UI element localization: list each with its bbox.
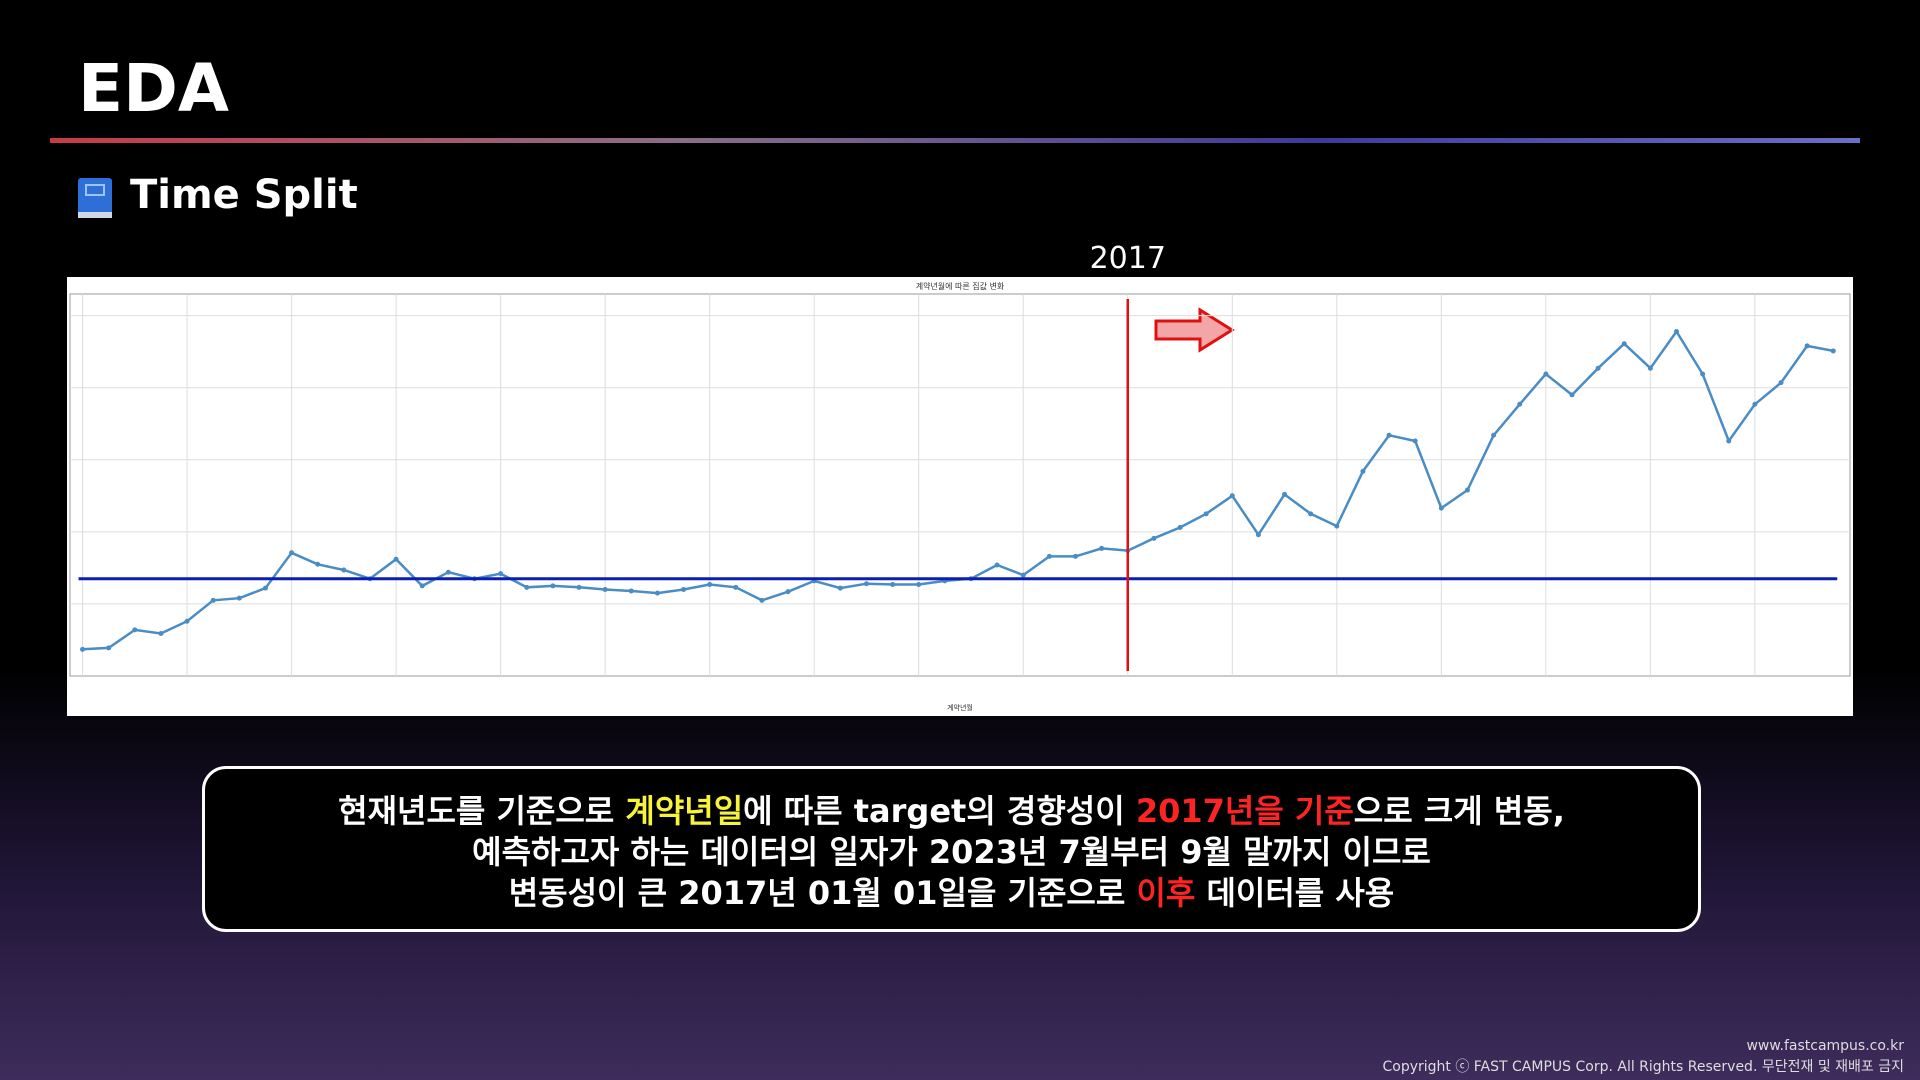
vline-label: 2017 bbox=[1090, 241, 1166, 276]
data-point bbox=[236, 595, 242, 601]
data-point bbox=[550, 583, 556, 589]
data-point bbox=[994, 562, 1000, 568]
data-point bbox=[393, 556, 399, 562]
data-point bbox=[1255, 532, 1261, 538]
data-point bbox=[132, 627, 138, 633]
data-point bbox=[916, 581, 922, 587]
data-point bbox=[863, 581, 869, 587]
note-line: 변동성이 큰 2017년 01월 01일을 기준으로 이후 데이터를 사용 bbox=[205, 873, 1698, 914]
data-point bbox=[1308, 511, 1314, 517]
data-point bbox=[1517, 401, 1523, 407]
data-point bbox=[1412, 438, 1418, 444]
note-box: 현재년도를 기준으로 계약년일에 따른 target의 경향성이 2017년을 … bbox=[202, 766, 1701, 932]
footer-copyright: Copyright ⓒ FAST CAMPUS Corp. All Rights… bbox=[1382, 1059, 1904, 1075]
data-point bbox=[602, 587, 608, 593]
data-point bbox=[1830, 348, 1836, 354]
data-point bbox=[707, 581, 713, 587]
slide-title: EDA bbox=[78, 50, 229, 127]
data-point bbox=[1778, 380, 1784, 386]
data-point bbox=[445, 569, 451, 575]
data-point bbox=[1386, 432, 1392, 438]
data-point bbox=[1046, 553, 1052, 559]
data-point bbox=[759, 597, 765, 603]
data-point bbox=[341, 567, 347, 573]
data-point bbox=[106, 645, 112, 651]
data-point bbox=[419, 583, 425, 589]
data-point bbox=[1543, 371, 1549, 377]
chart-background bbox=[67, 277, 1853, 716]
note-text: 에 따른 target의 경향성이 bbox=[743, 792, 1136, 830]
data-point bbox=[1726, 438, 1732, 444]
data-point bbox=[158, 630, 164, 636]
data-point bbox=[785, 589, 791, 595]
data-point bbox=[733, 584, 739, 590]
data-point bbox=[1804, 343, 1810, 349]
footer-url: www.fastcampus.co.kr bbox=[1746, 1038, 1904, 1054]
data-point bbox=[1752, 401, 1758, 407]
data-point bbox=[1569, 392, 1575, 398]
data-point bbox=[890, 581, 896, 587]
data-point bbox=[1203, 511, 1209, 517]
section-title: Time Split bbox=[130, 172, 358, 218]
data-point bbox=[1334, 523, 1340, 529]
data-point bbox=[524, 584, 530, 590]
chart-title: 계약년월에 따른 집값 변화 bbox=[916, 281, 1005, 291]
data-point bbox=[1360, 468, 1366, 474]
data-point bbox=[1020, 572, 1026, 578]
data-point bbox=[1464, 487, 1470, 493]
data-point bbox=[1177, 525, 1183, 531]
note-text: 변동성이 큰 2017년 01월 01일을 기준으로 bbox=[508, 874, 1137, 912]
data-point bbox=[837, 585, 843, 591]
note-line: 현재년도를 기준으로 계약년일에 따른 target의 경향성이 2017년을 … bbox=[205, 791, 1698, 832]
data-point bbox=[1700, 371, 1706, 377]
data-point bbox=[1072, 553, 1078, 559]
note-line: 예측하고자 하는 데이터의 일자가 2023년 7월부터 9월 말까지 이므로 bbox=[205, 832, 1698, 873]
data-point bbox=[262, 585, 268, 591]
data-point bbox=[1151, 535, 1157, 541]
data-point bbox=[1282, 491, 1288, 497]
note-text: 예측하고자 하는 데이터의 일자가 2023년 7월부터 9월 말까지 이므로 bbox=[472, 833, 1431, 871]
x-axis-label: 계약년월 bbox=[947, 703, 973, 712]
data-point bbox=[1595, 365, 1601, 371]
note-text: 데이터를 사용 bbox=[1195, 874, 1395, 912]
data-point bbox=[681, 587, 687, 593]
data-point bbox=[184, 618, 190, 624]
book-icon bbox=[78, 178, 112, 218]
note-text: 2017년을 기준 bbox=[1135, 792, 1354, 830]
data-point bbox=[1099, 545, 1105, 551]
data-point bbox=[498, 571, 504, 577]
data-point bbox=[1621, 341, 1627, 347]
arrow bbox=[1154, 307, 1235, 353]
data-point bbox=[654, 590, 660, 596]
note-text: 계약년일 bbox=[625, 792, 744, 830]
data-point bbox=[1673, 328, 1679, 334]
data-point bbox=[628, 588, 634, 594]
note-text: 현재년도를 기준으로 bbox=[338, 792, 626, 830]
chart: 계약년월에 따른 집값 변화 계약년월 2017 bbox=[67, 241, 1853, 716]
data-point bbox=[315, 561, 321, 567]
data-point bbox=[1438, 505, 1444, 511]
data-point bbox=[210, 597, 216, 603]
note-text: 으로 크게 변동, bbox=[1353, 792, 1565, 830]
note-text: 이후 bbox=[1136, 874, 1196, 912]
plot-frame bbox=[69, 293, 1851, 677]
data-point bbox=[1647, 365, 1653, 371]
data-point bbox=[1229, 493, 1235, 499]
data-point bbox=[80, 646, 86, 652]
data-point bbox=[1491, 432, 1497, 438]
title-rule bbox=[50, 138, 1860, 143]
data-point bbox=[289, 550, 295, 556]
data-point bbox=[576, 584, 582, 590]
